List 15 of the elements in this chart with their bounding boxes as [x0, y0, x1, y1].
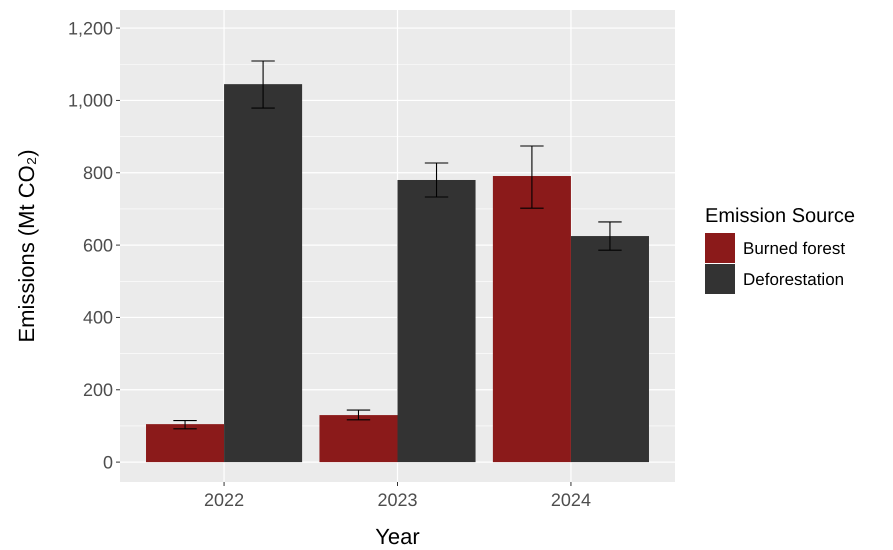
y-axis-title: Emissions (Mt CO₂) [14, 149, 39, 343]
y-tick-label: 200 [82, 380, 113, 400]
y-tick-label: 1,000 [68, 90, 113, 111]
y-tick-label: 800 [82, 163, 113, 184]
legend-label: Deforestation [743, 270, 844, 289]
x-tick-label: 2024 [550, 490, 591, 510]
legend-label: Burned forest [743, 238, 846, 258]
x-tick-label: 2022 [204, 490, 244, 510]
y-tick-label: 1,200 [68, 18, 113, 38]
legend-title: Emission Source [705, 205, 856, 227]
x-tick-label: 2023 [377, 490, 418, 510]
y-tick-label: 400 [82, 308, 113, 328]
y-tick-label: 0 [102, 452, 113, 472]
y-tick-label: 600 [82, 235, 113, 256]
x-axis-title: Year [375, 524, 420, 549]
